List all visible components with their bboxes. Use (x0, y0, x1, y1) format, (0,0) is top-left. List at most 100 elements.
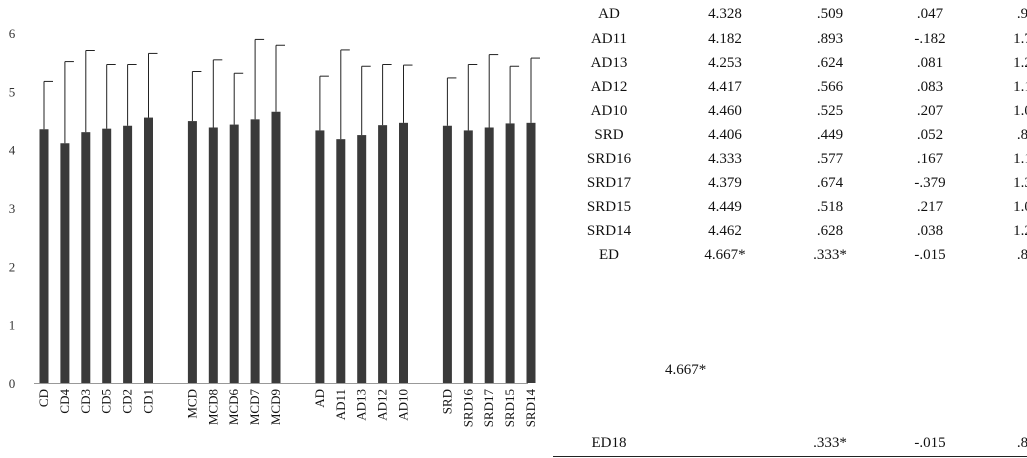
mean-cell: 4.417 (708, 79, 742, 95)
y-tick-label: 1 (9, 318, 16, 333)
bar (463, 130, 473, 383)
x-category-label: MCD7 (247, 389, 262, 426)
x-category-label: AD12 (375, 389, 390, 421)
kurtosis-cell: 1.224 (1013, 55, 1027, 71)
row-label: ED18 (591, 435, 627, 451)
x-category-label: SRD16 (460, 389, 475, 428)
mean-cell: 4.667* (704, 247, 746, 263)
kurtosis-cell: 1.321 (1013, 175, 1027, 191)
row-label: SRD17 (586, 175, 632, 191)
x-category-label: AD10 (396, 389, 411, 421)
bar (378, 125, 388, 384)
descriptive-stats-table: AD 4.328 .509 .047 .998 AD11 4.182 .893 -.182 1.7… (548, 0, 1027, 458)
kurtosis-cell: .830 (1016, 247, 1027, 263)
x-category-label: CD3 (78, 389, 93, 414)
table-row: AD12 4.417 .566 .083 1.109 (548, 79, 1027, 99)
kurtosis-cell: .880 (1016, 127, 1027, 143)
bar (229, 124, 239, 383)
sd-cell: .624 (816, 55, 844, 71)
sd-cell: .509 (816, 6, 844, 22)
x-category-label: AD (312, 389, 327, 408)
x-category-label: AD13 (354, 389, 369, 421)
mean-cell: 4.406 (708, 127, 742, 143)
skew-cell: -.015 (914, 435, 946, 451)
mean-cell: 4.379 (708, 175, 742, 191)
mean-cell: 4.328 (708, 6, 742, 22)
row-label: SRD15 (586, 199, 632, 215)
bar-chart: 0 1 2 3 4 5 6 CD CD4 CD3 CD5 CD2 CD1 MCD MCD8 MCD6 MCD7 M… (9, 26, 540, 428)
row-label: AD (598, 6, 620, 22)
bar (39, 129, 49, 383)
row-label: SRD16 (586, 151, 632, 167)
skew-cell: .167 (916, 151, 944, 167)
bar (208, 127, 218, 383)
bar (526, 122, 536, 383)
sd-cell: .333* (813, 435, 847, 451)
x-category-label: SRD15 (502, 389, 517, 427)
x-category-label: MCD8 (205, 389, 220, 425)
skew-cell: .207 (916, 103, 944, 119)
skew-cell: .038 (916, 223, 944, 239)
sd-cell: .628 (816, 223, 844, 239)
table-row: SRD15 4.449 .518 .217 1.015 (548, 199, 1027, 219)
row-label: SRD (594, 127, 624, 143)
y-tick-label: 0 (9, 376, 16, 391)
table-row: SRD14 4.462 .628 .038 1.231 (548, 223, 1027, 243)
bar (123, 125, 133, 383)
bar (357, 135, 367, 383)
bar (442, 125, 452, 383)
skew-cell: -.379 (914, 175, 946, 191)
table-row-orphan: 4.667* (548, 362, 1018, 382)
table-row: AD10 4.460 .525 .207 1.030 (548, 103, 1027, 123)
kurtosis-cell: .830 (1016, 435, 1027, 451)
kurtosis-cell: 1.132 (1013, 151, 1027, 167)
bar (399, 122, 408, 383)
table-row: AD11 4.182 .893 -.182 1.750 (548, 31, 1027, 51)
sd-cell: .449 (816, 127, 844, 143)
bar (336, 139, 346, 383)
mean-cell: 4.462 (708, 223, 742, 239)
bar (102, 128, 112, 383)
orphan-mean-cell: 4.667* (665, 362, 707, 378)
kurtosis-cell: 1.231 (1013, 223, 1027, 239)
x-category-label: MCD (184, 389, 199, 419)
x-category-label: SRD (439, 389, 454, 414)
table-row: AD13 4.253 .624 .081 1.224 (548, 55, 1027, 75)
bar (250, 119, 260, 383)
y-tick-label: 2 (9, 259, 16, 274)
skew-cell: .052 (916, 127, 944, 143)
bar-chart-svg: 0 1 2 3 4 5 6 CD CD4 CD3 CD5 CD2 CD1 MCD MCD8 MCD6 MCD7 M… (9, 26, 540, 428)
kurtosis-cell: 1.030 (1013, 103, 1027, 119)
skew-cell: .047 (916, 6, 944, 22)
x-category-label: CD5 (99, 389, 114, 414)
sd-cell: .674 (816, 175, 844, 191)
table-row: AD 4.328 .509 .047 .998 (548, 6, 1027, 26)
table-row: SRD 4.406 .449 .052 .880 (548, 127, 1027, 147)
x-category-label: MCD6 (226, 389, 241, 426)
mean-cell: 4.253 (708, 55, 742, 71)
kurtosis-cell: 1.109 (1013, 79, 1027, 95)
y-tick-label: 5 (9, 84, 16, 99)
mean-cell: 4.460 (708, 103, 742, 119)
kurtosis-cell: 1.750 (1013, 31, 1027, 47)
row-label: SRD14 (586, 223, 632, 239)
x-category-label: SRD14 (523, 389, 538, 428)
bar (484, 127, 494, 383)
bar (505, 123, 515, 384)
x-category-label: CD1 (141, 389, 156, 414)
table-row: SRD17 4.379 .674 -.379 1.321 (548, 175, 1027, 195)
skew-cell: .083 (916, 79, 944, 95)
bar (81, 132, 91, 383)
y-tick-label: 4 (9, 143, 16, 158)
bar (144, 117, 153, 383)
x-category-label: MCD9 (268, 389, 283, 425)
mean-cell: 4.449 (708, 199, 742, 215)
table-row: ED 4.667* .333* -.015 .830 (548, 247, 1027, 267)
bar (271, 111, 281, 383)
x-category-label: CD2 (120, 389, 135, 414)
x-category-label: SRD17 (481, 389, 496, 428)
sd-cell: .333* (813, 247, 847, 263)
row-label: AD11 (590, 31, 628, 47)
skew-cell: .217 (916, 199, 944, 215)
mean-cell: 4.182 (708, 31, 742, 47)
